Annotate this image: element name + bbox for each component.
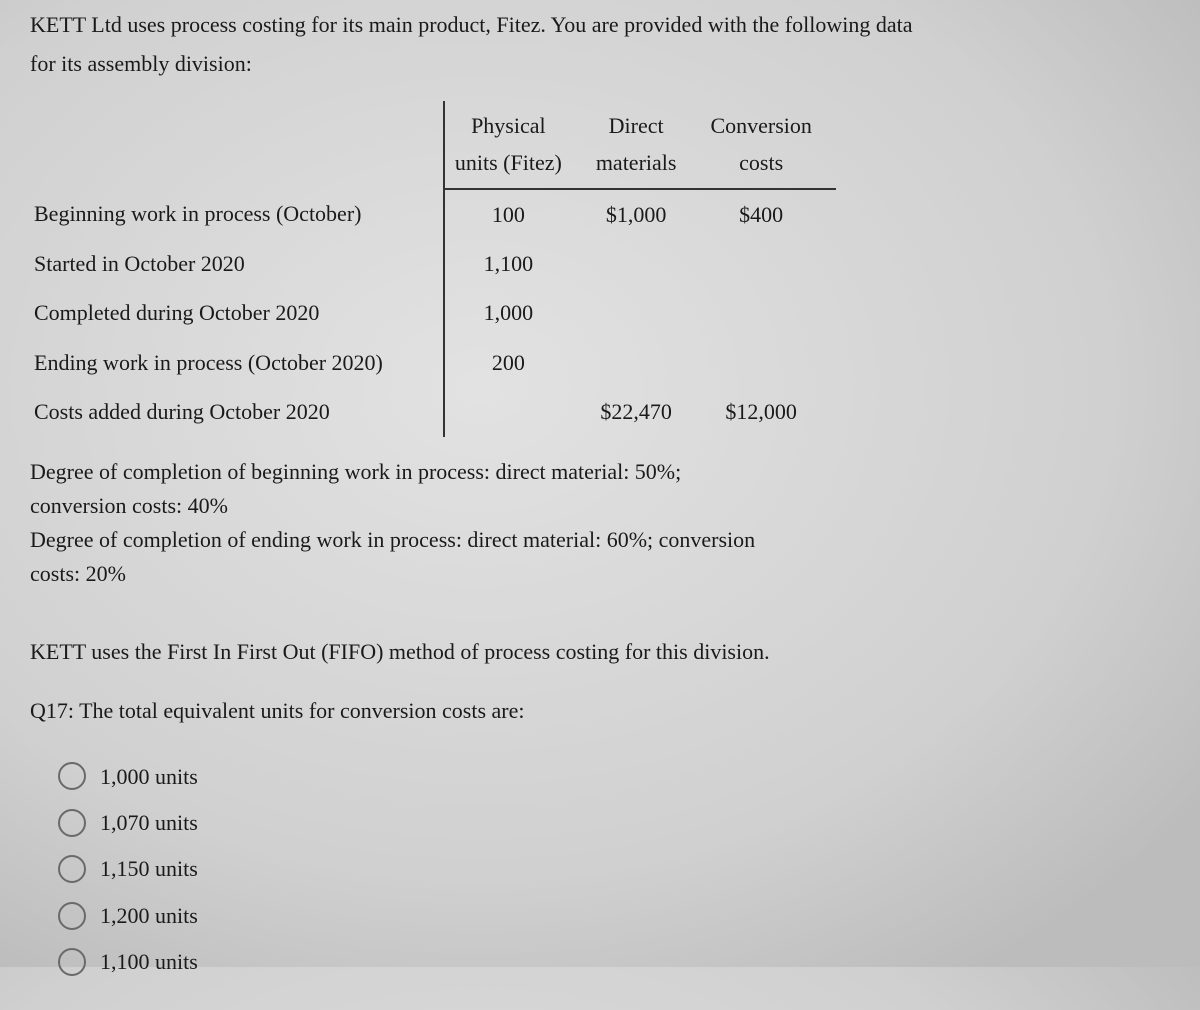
completion-line-4: costs: 20% <box>30 557 1170 591</box>
row-units <box>444 387 586 436</box>
row-units: 100 <box>444 189 586 239</box>
row-cc <box>700 239 835 288</box>
row-units: 200 <box>444 338 586 387</box>
row-label: Costs added during October 2020 <box>30 387 444 436</box>
header-conversion-bottom: costs <box>710 144 811 181</box>
row-dm: $1,000 <box>586 189 701 239</box>
table-row: Costs added during October 2020 $22,470 … <box>30 387 836 436</box>
row-label: Completed during October 2020 <box>30 288 444 337</box>
row-dm: $22,470 <box>586 387 701 436</box>
option-5[interactable]: 1,100 units <box>58 943 1170 980</box>
row-dm <box>586 239 701 288</box>
radio-icon <box>58 948 86 976</box>
row-label: Started in October 2020 <box>30 239 444 288</box>
table-row: Ending work in process (October 2020) 20… <box>30 338 836 387</box>
intro-line-2: for its assembly division: <box>30 45 1170 82</box>
option-3[interactable]: 1,150 units <box>58 850 1170 887</box>
option-1[interactable]: 1,000 units <box>58 758 1170 795</box>
question-text: Q17: The total equivalent units for conv… <box>30 692 1170 729</box>
completion-line-1: Degree of completion of beginning work i… <box>30 455 1170 489</box>
row-label: Ending work in process (October 2020) <box>30 338 444 387</box>
option-label: 1,150 units <box>100 850 198 887</box>
header-direct-top: Direct <box>596 107 677 144</box>
method-text: KETT uses the First In First Out (FIFO) … <box>30 633 1170 670</box>
radio-icon <box>58 902 86 930</box>
header-conversion-top: Conversion <box>710 107 811 144</box>
row-cc <box>700 288 835 337</box>
option-2[interactable]: 1,070 units <box>58 804 1170 841</box>
table-header-row: Physical units (Fitez) Direct materials … <box>30 101 836 189</box>
completion-notes: Degree of completion of beginning work i… <box>30 455 1170 591</box>
header-physical-bottom: units (Fitez) <box>455 144 562 181</box>
row-cc <box>700 338 835 387</box>
table-row: Started in October 2020 1,100 <box>30 239 836 288</box>
option-label: 1,200 units <box>100 897 198 934</box>
answer-options: 1,000 units 1,070 units 1,150 units 1,20… <box>58 758 1170 981</box>
table-row: Completed during October 2020 1,000 <box>30 288 836 337</box>
completion-line-3: Degree of completion of ending work in p… <box>30 523 1170 557</box>
row-units: 1,000 <box>444 288 586 337</box>
table-row: Beginning work in process (October) 100 … <box>30 189 836 239</box>
header-physical: Physical units (Fitez) <box>444 101 586 189</box>
radio-icon <box>58 855 86 883</box>
option-label: 1,070 units <box>100 804 198 841</box>
row-dm <box>586 338 701 387</box>
header-conversion: Conversion costs <box>700 101 835 189</box>
option-label: 1,000 units <box>100 758 198 795</box>
row-units: 1,100 <box>444 239 586 288</box>
option-4[interactable]: 1,200 units <box>58 897 1170 934</box>
row-cc: $12,000 <box>700 387 835 436</box>
header-physical-top: Physical <box>455 107 562 144</box>
row-dm <box>586 288 701 337</box>
intro-text: KETT Ltd uses process costing for its ma… <box>30 6 1170 83</box>
data-table: Physical units (Fitez) Direct materials … <box>30 101 836 437</box>
completion-line-2: conversion costs: 40% <box>30 489 1170 523</box>
header-direct: Direct materials <box>586 101 701 189</box>
option-label: 1,100 units <box>100 943 198 980</box>
intro-line-1: KETT Ltd uses process costing for its ma… <box>30 6 1170 43</box>
row-cc: $400 <box>700 189 835 239</box>
radio-icon <box>58 809 86 837</box>
question-page: KETT Ltd uses process costing for its ma… <box>0 0 1200 1010</box>
radio-icon <box>58 762 86 790</box>
header-blank <box>30 101 444 189</box>
row-label: Beginning work in process (October) <box>30 189 444 239</box>
header-direct-bottom: materials <box>596 144 677 181</box>
